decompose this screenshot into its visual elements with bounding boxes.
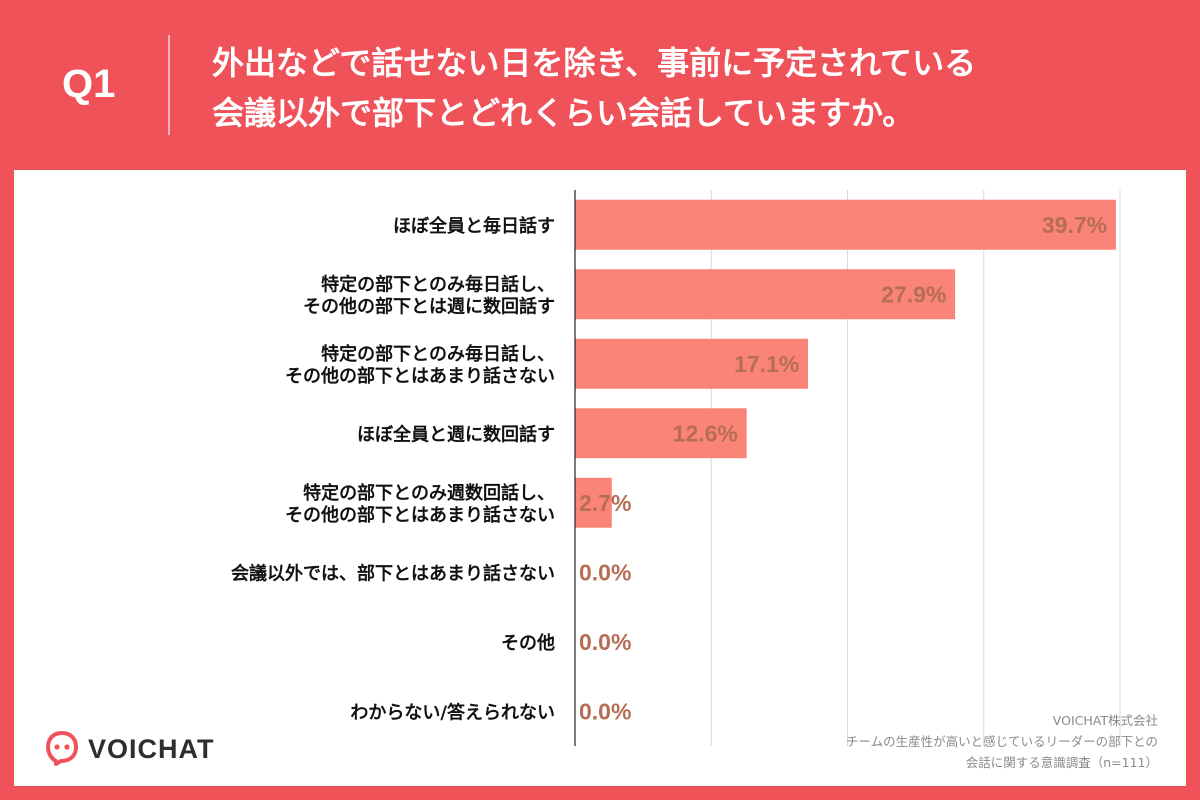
voichat-logo: VOICHAT [44, 730, 214, 770]
value-label: 27.9% [881, 281, 946, 307]
category-label: ほぼ全員と週に数回話す [357, 423, 555, 445]
source-survey-line2: 会話に関する意識調査（n=111） [965, 755, 1158, 770]
source-survey-line1: チームの生産性が高いと感じているリーダーの部下との [845, 734, 1158, 749]
question-header: Q1 外出などで話せない日を除き、事前に予定されている 会議以外で部下とどれくら… [0, 0, 1200, 170]
category-label: その他の部下とはあまり話さない [285, 504, 555, 526]
question-line-1: 外出などで話せない日を除き、事前に予定されている [212, 44, 977, 82]
value-label: 0.0% [579, 559, 631, 585]
voichat-logo-icon [46, 731, 78, 766]
bar [575, 269, 956, 320]
value-label: 39.7% [1042, 212, 1107, 238]
bar [575, 338, 808, 389]
bar [575, 199, 1116, 250]
chart-panel: 39.7% ほぼ全員と毎日話す 27.9% 特定の部下とのみ毎日話し、 その他の部下とは… [14, 170, 1186, 786]
category-label: 特定の部下とのみ週数回話し、 [303, 482, 555, 504]
header-divider [168, 35, 170, 135]
category-label: 特定の部下とのみ毎日話し、 [321, 273, 555, 295]
value-label: 12.6% [673, 420, 738, 446]
category-label: その他の部下とは週に数回話す [303, 295, 555, 317]
category-label: ほぼ全員と毎日話す [393, 215, 555, 237]
category-label: その他 [501, 632, 555, 654]
category-label: 会議以外では、部下とはあまり話さない [231, 562, 555, 584]
category-label: 特定の部下とのみ毎日話し、 [321, 343, 555, 365]
logo-text: VOICHAT [88, 734, 215, 764]
category-label: その他の部下とはあまり話さない [285, 365, 555, 387]
question-text: 外出などで話せない日を除き、事前に予定されている 会議以外で部下とどれくらい会話… [212, 38, 1172, 138]
question-line-2: 会議以外で部下とどれくらい会話していますか。 [212, 94, 915, 132]
source-company: VOICHAT株式会社 [1052, 713, 1158, 728]
source-note: VOICHAT株式会社 チームの生産性が高いと感じているリーダーの部下との 会話… [638, 710, 1158, 773]
question-number: Q1 [62, 62, 116, 106]
value-label: 0.0% [579, 629, 631, 655]
value-label: 2.7% [579, 490, 631, 516]
bar-chart: 39.7%ほぼ全員と毎日話す27.9%特定の部下とのみ毎日話し、その他の部下とは… [231, 190, 1121, 746]
bar [575, 408, 747, 459]
category-label: わからない/答えられない [350, 701, 555, 723]
value-label: 17.1% [734, 351, 799, 377]
bar [575, 477, 612, 528]
value-label: 0.0% [579, 698, 631, 724]
